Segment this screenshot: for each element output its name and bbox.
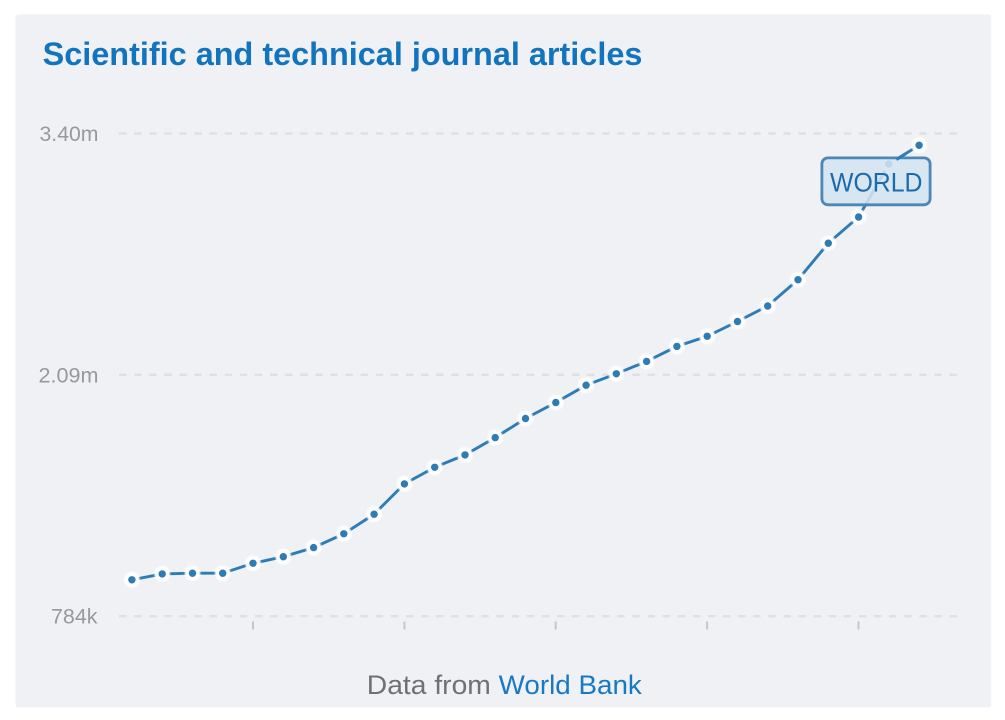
svg-text:784k: 784k	[51, 606, 98, 629]
svg-text:Data from World Bank: Data from World Bank	[367, 670, 643, 700]
svg-text:2.09m: 2.09m	[39, 364, 99, 387]
svg-text:Scientific and technical journ: Scientific and technical journal article…	[43, 36, 643, 72]
svg-text:WORLD: WORLD	[830, 168, 923, 198]
svg-text:3.40m: 3.40m	[40, 123, 99, 146]
